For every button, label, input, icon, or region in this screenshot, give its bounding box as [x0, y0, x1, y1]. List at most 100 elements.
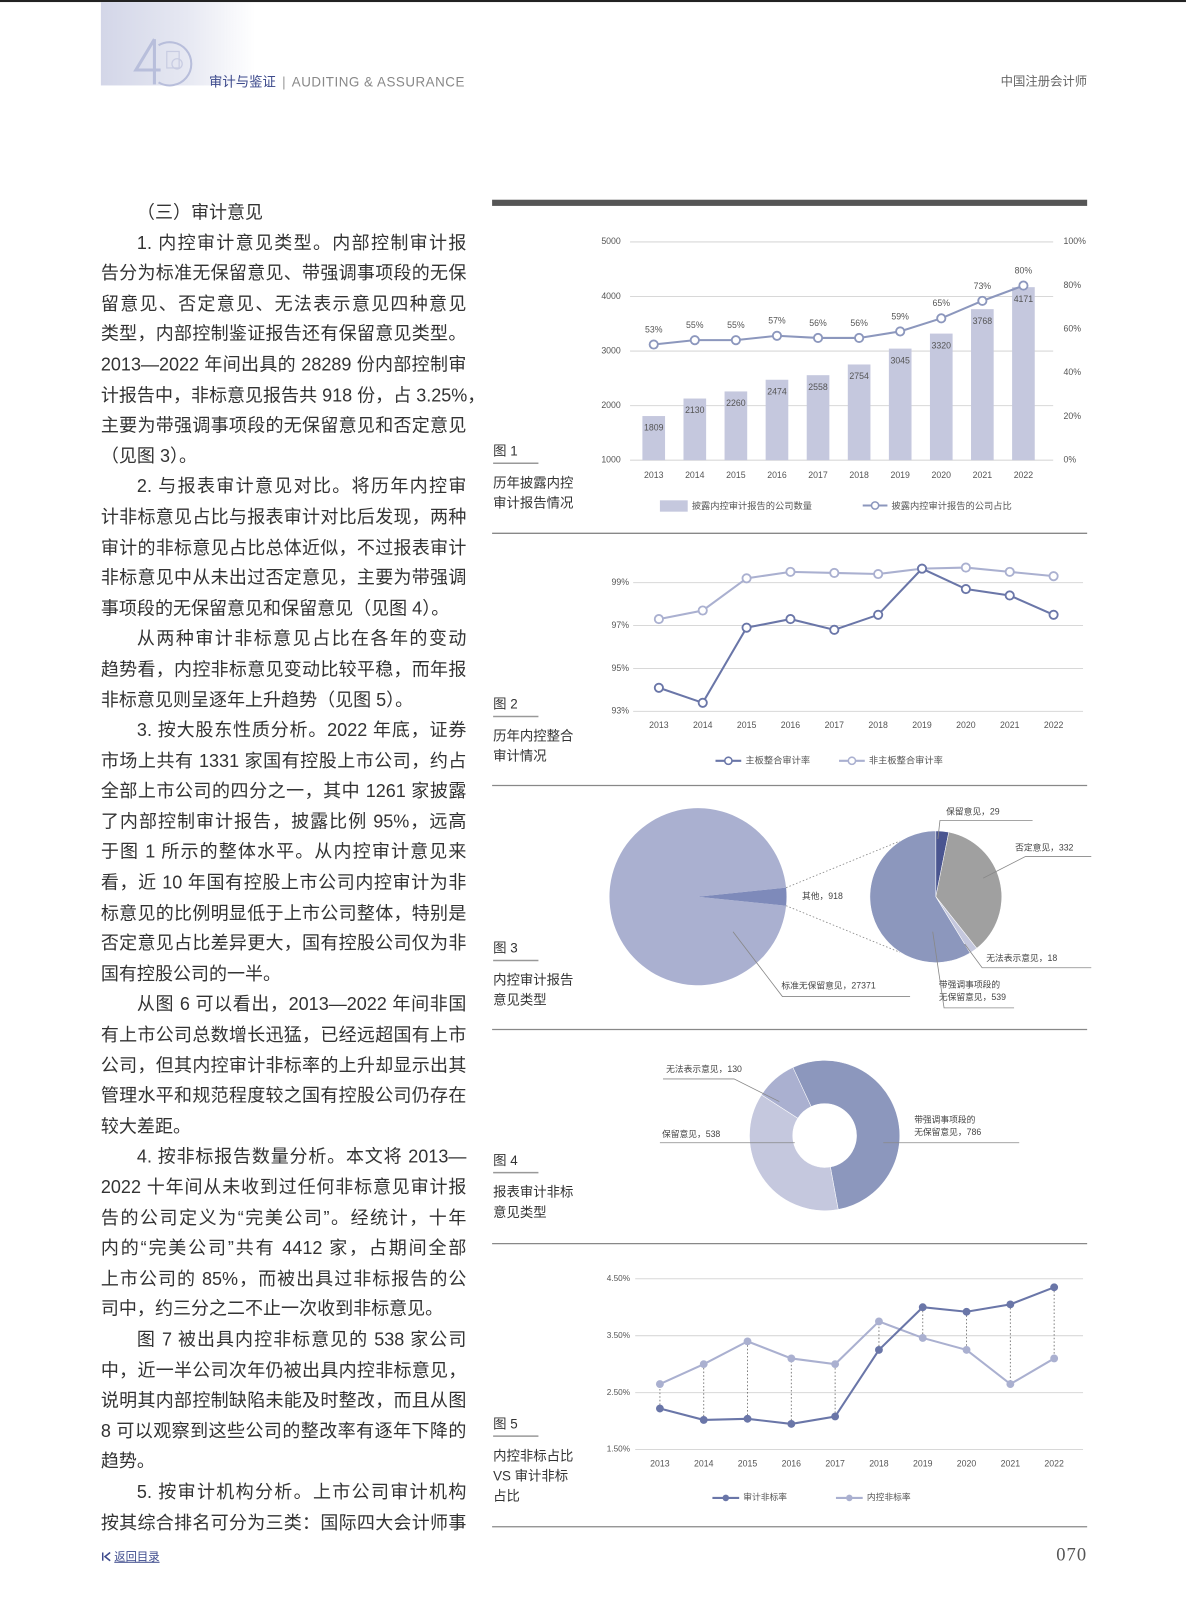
legend-label: 内控非标率 [867, 1491, 911, 1502]
line-point [1006, 1300, 1015, 1309]
line-point [977, 295, 988, 306]
back-to-contents-link[interactable]: 返回目录 [101, 1548, 160, 1564]
series-line [659, 1320, 1055, 1386]
donut-slice [749, 1094, 839, 1211]
figure-caption: VS 审计非标 [493, 1468, 568, 1483]
paragraph-line: 3. 按大股东性质分析。2022 年底，证券 [136, 719, 467, 741]
line-point [787, 1354, 796, 1363]
bar-value-label: 3045 [890, 355, 910, 365]
line-point [699, 1416, 708, 1424]
line-point [741, 622, 752, 633]
x-tick-label: 2016 [782, 1458, 802, 1468]
article-body: （三）审计意见 1. 内控审计意见类型。内部控制审计报 告分为标准无保留意见、带强调… [100, 198, 486, 1539]
x-tick-label: 2019 [912, 720, 932, 730]
figure-caption: 内控审计报告 [493, 973, 573, 988]
line-value-label: 57% [768, 316, 786, 326]
legend-swatch-bar [659, 500, 688, 512]
y-tick-label: 5000 [601, 236, 621, 246]
y-tick-label: 93% [612, 706, 630, 716]
paragraph-line: 类型，内部控制鉴证报告还有保留意见类型。 [100, 323, 467, 345]
magazine-name: 中国注册会计师 [1000, 74, 1088, 89]
pie-slice-standard-unqualified [609, 808, 787, 986]
line-value-label: 65% [933, 298, 951, 308]
line-point [730, 335, 741, 346]
x-tick-label: 2022 [1044, 1458, 1064, 1468]
slice-label: 无保留意见，539 [939, 991, 1006, 1002]
line-point [873, 609, 884, 620]
paragraph-line: 全部上市公司的四分之一，其中 1261 家披露 [100, 780, 467, 802]
bar [971, 309, 994, 461]
series-line [653, 284, 1024, 346]
bar [683, 398, 707, 461]
leader-line [932, 931, 1015, 1009]
bar [1012, 287, 1035, 461]
figures-top-bar [492, 199, 1088, 206]
pie-slice-detail [869, 830, 971, 963]
paragraph-line: 国有控股公司的一半。 [100, 963, 282, 985]
bar-value-label: 4171 [1014, 294, 1034, 304]
x-tick-label: 2015 [737, 720, 757, 730]
line-point [916, 563, 928, 574]
back-to-contents-label: 返回目录 [114, 1551, 160, 1564]
figure-caption: 历年披露内控 [493, 475, 573, 490]
donut-slice [761, 1067, 812, 1119]
y2-tick-label: 0% [1063, 454, 1076, 464]
y-tick-label: 3.50% [607, 1331, 631, 1340]
paragraph-line: 告的公司定义为“完美公司”。经统计，十年 [100, 1207, 467, 1228]
line-point [655, 1380, 664, 1388]
x-tick-label: 2015 [726, 470, 746, 480]
legend-label: 非主板整合审计率 [869, 754, 943, 765]
line-point [829, 624, 840, 635]
line-point [653, 614, 664, 625]
paragraph-line: 计报告中，非标意见报告共 918 份，占 3.25%， [100, 384, 486, 406]
paragraph-line: 8 可以观察到这些公司的整改率有逐年下降的 [100, 1420, 467, 1442]
x-tick-label: 2018 [869, 1458, 889, 1468]
paragraph-line: 较大差距。 [100, 1115, 191, 1137]
line-point [936, 313, 947, 324]
paragraph-line: 于图 1 所示的整体水平。从内控审计意见来 [100, 841, 467, 863]
line-point [653, 682, 664, 693]
paragraph-line: （见图 3）。 [100, 445, 198, 467]
line-point [829, 567, 840, 578]
legend-marker [723, 756, 733, 766]
paragraph-line: 2. 与报表审计意见对比。将历年内控审 [136, 475, 467, 497]
paragraph-line: 内的“完美公司”共有 4412 家，占期间全部 [100, 1237, 467, 1259]
figure-caption: 意见类型 [493, 992, 547, 1008]
bar-value-label: 2474 [767, 386, 787, 396]
figure-number: 图 2 [493, 697, 518, 712]
line-point [1050, 1283, 1059, 1292]
x-tick-label: 2017 [825, 720, 845, 730]
bar-value-label: 3768 [973, 316, 993, 326]
y-tick-label: 4000 [601, 291, 621, 301]
line-point [1004, 590, 1015, 601]
bar-value-label: 2130 [685, 405, 705, 415]
paragraph-line: 看，近 10 年国有控股上市公司内控审计为非 [100, 872, 467, 893]
bar [847, 364, 871, 461]
donut-slice [792, 1060, 901, 1210]
line-point [1006, 1380, 1015, 1388]
paragraph-line: 非标意见则呈逐年上升趋势（见图 5）。 [100, 689, 414, 710]
line-point [648, 339, 659, 350]
connector-dotted-line [785, 840, 900, 889]
paragraph-line: 2013—2022 年间出具的 28289 份内部控制审 [100, 354, 467, 375]
line-point [785, 566, 796, 577]
line-point [960, 583, 971, 595]
figure-number: 图 5 [493, 1416, 518, 1431]
slice-label: 保留意见，29 [946, 806, 1000, 817]
series-line [658, 566, 1054, 621]
x-tick-label: 2020 [956, 720, 976, 730]
bar [642, 416, 666, 461]
paragraph-line: 主要为带强调事项段的无保留意见和否定意见 [100, 415, 467, 436]
x-tick-label: 2017 [825, 1458, 845, 1468]
line-point [1048, 571, 1059, 582]
x-tick-label: 2016 [767, 470, 787, 480]
line-point [697, 697, 708, 708]
line-point [743, 1337, 752, 1346]
paragraph-line: 4. 按非标报告数量分析。本文将 2013— [136, 1146, 467, 1167]
line-point [743, 1414, 752, 1423]
figure-caption: 审计情况 [493, 749, 547, 764]
line-value-label: 73% [974, 281, 992, 291]
bar-value-label: 2558 [808, 382, 828, 392]
slice-label: 带强调事项段的 [939, 979, 1000, 990]
